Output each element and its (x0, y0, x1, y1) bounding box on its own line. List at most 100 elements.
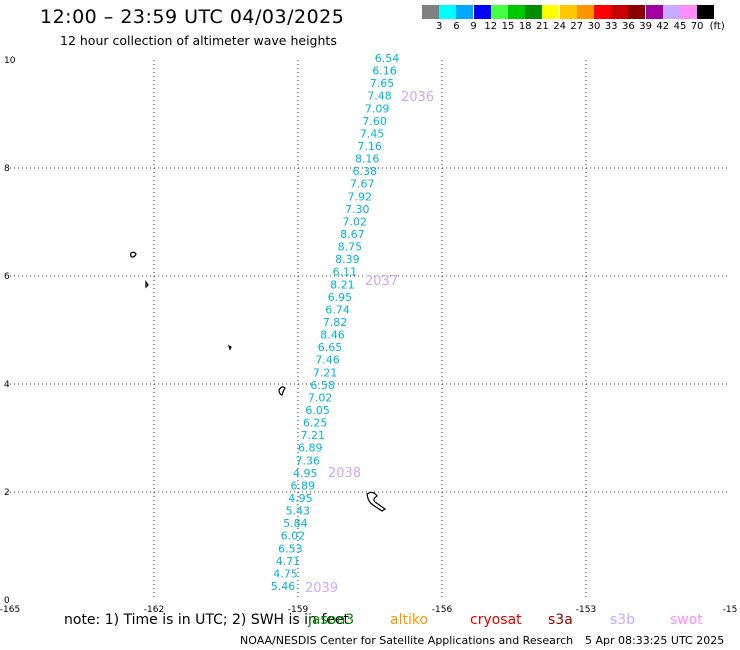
swh-value: 4.75 (273, 567, 298, 580)
legend-label: 24 (553, 21, 566, 32)
swh-value: 6.95 (328, 291, 353, 304)
swh-value: 7.92 (348, 190, 373, 203)
x-tick-label: -159 (288, 605, 309, 615)
legend-swatch (697, 5, 715, 19)
legend-label: 30 (587, 21, 601, 32)
oahu-island (227, 344, 232, 351)
swh-value: 7.21 (300, 429, 325, 442)
swh-value: 6.54 (375, 52, 400, 65)
satellite-label: altiko (390, 612, 429, 628)
swh-value: 7.67 (350, 178, 375, 191)
legend-label: 33 (604, 21, 618, 32)
swh-value: 6.53 (278, 542, 303, 555)
satellite-label: s3b (610, 612, 636, 628)
legend-swatch (662, 5, 680, 19)
legend-swatch (439, 5, 457, 19)
legend-swatch (576, 5, 594, 19)
swh-value: 6.89 (298, 442, 323, 455)
y-tick-label: 8 (4, 164, 10, 174)
altimeter-track: 6.546.167.657.487.097.607.457.168.166.38… (271, 52, 400, 593)
legend-label: 9 (470, 21, 477, 32)
hawaiian-islands (130, 251, 387, 512)
swh-value: 7.82 (323, 316, 348, 329)
legend-swatch (559, 5, 577, 19)
legend-label: 45 (673, 21, 687, 32)
swh-value: 7.21 (313, 366, 338, 379)
swh-value: 6.89 (291, 479, 316, 492)
swh-value: 5.43 (286, 505, 311, 518)
swh-value: 7.45 (360, 127, 385, 140)
swh-value: 5.84 (283, 517, 308, 530)
legend-label: 21 (536, 21, 549, 32)
swh-value: 6.11 (333, 266, 358, 279)
swh-value: 4.95 (293, 467, 318, 480)
legend-swatch (490, 5, 508, 19)
molokai-maui-islands (278, 386, 286, 396)
legend-swatch (680, 5, 697, 19)
swh-value: 6.58 (310, 379, 335, 392)
legend-label: 42 (656, 21, 670, 32)
legend-label: 3 (436, 21, 443, 32)
swh-value: 6.25 (303, 417, 328, 430)
page-title: 12:00 – 23:59 UTC 04/03/2025 (40, 6, 345, 28)
swh-value: 6.05 (305, 404, 330, 417)
legend-label: 6 (453, 21, 460, 32)
y-tick-label: 4 (4, 380, 10, 390)
x-tick-label: -165 (0, 605, 20, 615)
legend-swatch (456, 5, 474, 19)
y-tick-label: 10 (4, 56, 16, 66)
y-tick-label: 0 (4, 596, 10, 606)
swh-value: 7.48 (367, 90, 392, 103)
satellite-label: swot (670, 612, 703, 628)
satellite-label: cryosat (470, 612, 522, 628)
swh-value: 6.65 (318, 341, 343, 354)
niihau-island (130, 251, 137, 258)
swh-value: 7.60 (362, 115, 387, 128)
swh-value: 7.30 (345, 203, 370, 216)
swh-value: 8.46 (320, 329, 345, 342)
legend-swatch (594, 5, 611, 19)
hawaii-big-island (366, 491, 387, 512)
swh-value: 8.21 (330, 278, 355, 291)
credit-text: NOAA/NESDIS Center for Satellite Applica… (240, 634, 574, 647)
swh-value: 7.02 (343, 215, 368, 228)
kauai-island (145, 280, 149, 289)
y-tick-label: 6 (4, 272, 10, 282)
swh-value: 7.02 (308, 391, 333, 404)
legend-swatch (628, 5, 646, 19)
legend-swatch (611, 5, 629, 19)
swh-value: 7.36 (296, 454, 321, 467)
legend-label: 12 (484, 21, 498, 32)
swh-value: 6.74 (325, 303, 350, 316)
satellite-label: jason3 (308, 612, 355, 628)
track-time-label: 2036 (401, 90, 434, 105)
generated-timestamp: 5 Apr 08:33:25 UTC 2025 (585, 634, 725, 647)
swh-value: 8.75 (338, 241, 363, 254)
legend-label: 27 (570, 21, 584, 32)
track-time-label: 2037 (365, 274, 398, 289)
legend-label: 36 (622, 21, 635, 32)
x-tick-label: -156 (432, 605, 453, 615)
x-tick-label: -153 (576, 605, 596, 615)
page-subtitle: 12 hour collection of altimeter wave hei… (60, 33, 337, 48)
legend-swatch (542, 5, 560, 19)
swh-value: 4.71 (276, 555, 301, 568)
swh-value: 7.65 (370, 77, 395, 90)
track-time-label: 2039 (305, 581, 338, 596)
legend-label: 70 (690, 21, 704, 32)
legend-swatch (508, 5, 525, 19)
swh-value: 8.39 (335, 253, 360, 266)
track-time-labels: 2036 2037 2038 2039 (305, 90, 434, 596)
legend-unit: (ft) (709, 21, 725, 32)
footnote: note: 1) Time is in UTC; 2) SWH is in fe… (64, 612, 350, 628)
legend-label: 15 (501, 21, 515, 32)
swh-value: 8.16 (355, 153, 380, 166)
swh-value: 7.46 (315, 354, 340, 367)
x-tick-label: -162 (144, 605, 164, 615)
legend-label: 39 (639, 21, 652, 32)
swh-value: 4.95 (288, 492, 313, 505)
y-tick-label: 2 (4, 488, 10, 498)
axis-tick-labels: -165 -162 -159 -156 -153 -15 0 2 4 6 8 10 (0, 56, 737, 615)
legend-swatch (645, 5, 663, 19)
